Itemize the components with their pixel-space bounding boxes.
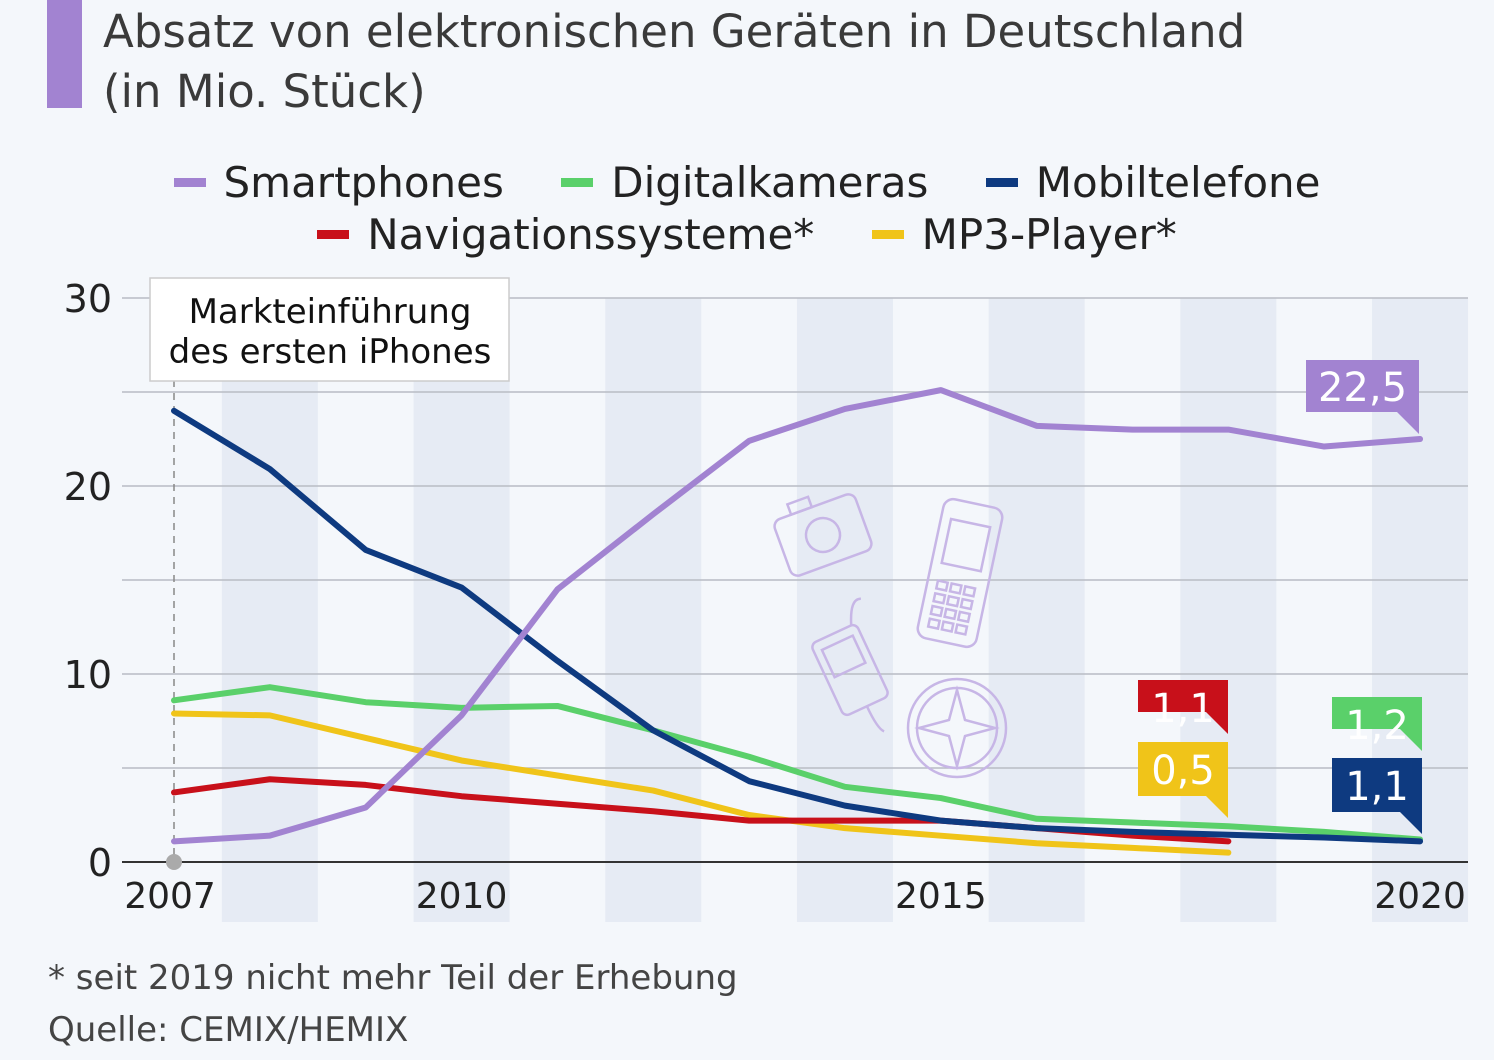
y-tick-label: 10 bbox=[64, 653, 112, 697]
legend-item: Digitalkameras bbox=[561, 158, 928, 207]
source: Quelle: CEMIX/HEMIX bbox=[48, 1010, 409, 1050]
legend-swatch bbox=[317, 230, 350, 239]
annotation-text: des ersten iPhones bbox=[169, 332, 492, 372]
legend-row-1: Smartphones Digitalkameras Mobiltelefone bbox=[0, 148, 1494, 207]
end-value-text: 22,5 bbox=[1318, 365, 1407, 411]
legend-swatch bbox=[871, 230, 904, 239]
legend-label: Mobiltelefone bbox=[1035, 158, 1321, 207]
legend-label: MP3-Player* bbox=[921, 210, 1177, 259]
series-line-mobiltelefone bbox=[171, 407, 1424, 845]
annotation-box bbox=[149, 277, 510, 382]
camera-icon bbox=[773, 493, 873, 577]
x-tick-label: 2020 bbox=[1374, 876, 1466, 917]
series-line-smartphones bbox=[171, 387, 1424, 845]
title-line-1: Absatz von elektronischen Geräten in Deu… bbox=[103, 5, 1246, 58]
end-value-text: 1,1 bbox=[1345, 764, 1409, 810]
end-value-text: 0,5 bbox=[1151, 748, 1215, 794]
legend-item: Mobiltelefone bbox=[985, 158, 1321, 207]
title-accent-bar bbox=[47, 0, 82, 108]
x-tick-label: 2015 bbox=[895, 876, 987, 917]
y-tick-label: 0 bbox=[88, 841, 112, 885]
legend-row-2: Navigationssysteme* MP3-Player* bbox=[0, 200, 1494, 259]
x-tick-label: 2010 bbox=[416, 876, 508, 917]
legend-swatch bbox=[173, 178, 206, 187]
y-tick-label: 30 bbox=[64, 277, 112, 321]
end-value-label: 22,5 bbox=[1306, 360, 1419, 434]
title-line-2: (in Mio. Stück) bbox=[103, 65, 426, 118]
mp3-player-icon bbox=[811, 597, 889, 733]
decorative-icons bbox=[773, 493, 1008, 779]
legend-label: Navigationssysteme* bbox=[367, 210, 815, 259]
end-value-text: 1,1 bbox=[1151, 686, 1215, 732]
compass-icon bbox=[906, 677, 1008, 779]
end-value-label: 1,2 bbox=[1332, 697, 1422, 751]
series-line-mp3-player bbox=[171, 710, 1232, 856]
annotation-text: Markteinführung bbox=[189, 292, 472, 332]
legend-item: MP3-Player* bbox=[871, 210, 1177, 259]
x-tick-label: 2007 bbox=[124, 876, 216, 917]
end-value-label: 0,5 bbox=[1138, 742, 1228, 818]
legend-item: Smartphones bbox=[173, 158, 504, 207]
end-value-label: 1,1 bbox=[1138, 680, 1228, 734]
legend-swatch bbox=[561, 178, 594, 187]
mobile-phone-icon bbox=[916, 497, 1004, 649]
year-stripe bbox=[605, 298, 702, 922]
legend-item: Navigationssysteme* bbox=[317, 210, 814, 259]
legend-label: Digitalkameras bbox=[611, 158, 929, 207]
year-stripe bbox=[1180, 298, 1277, 922]
end-value-label: 1,1 bbox=[1332, 758, 1422, 834]
chart-title: Absatz von elektronischen Geräten in Deu… bbox=[103, 2, 1245, 122]
legend-label: Smartphones bbox=[223, 158, 504, 207]
end-value-text: 1,2 bbox=[1345, 703, 1409, 749]
footnote: * seit 2019 nicht mehr Teil der Erhebung bbox=[48, 958, 738, 998]
y-tick-label: 20 bbox=[64, 465, 112, 509]
series-line-digitalkameras bbox=[171, 684, 1424, 843]
legend-swatch bbox=[985, 178, 1018, 187]
year-stripe bbox=[221, 298, 318, 922]
annotation-dot bbox=[166, 854, 182, 870]
